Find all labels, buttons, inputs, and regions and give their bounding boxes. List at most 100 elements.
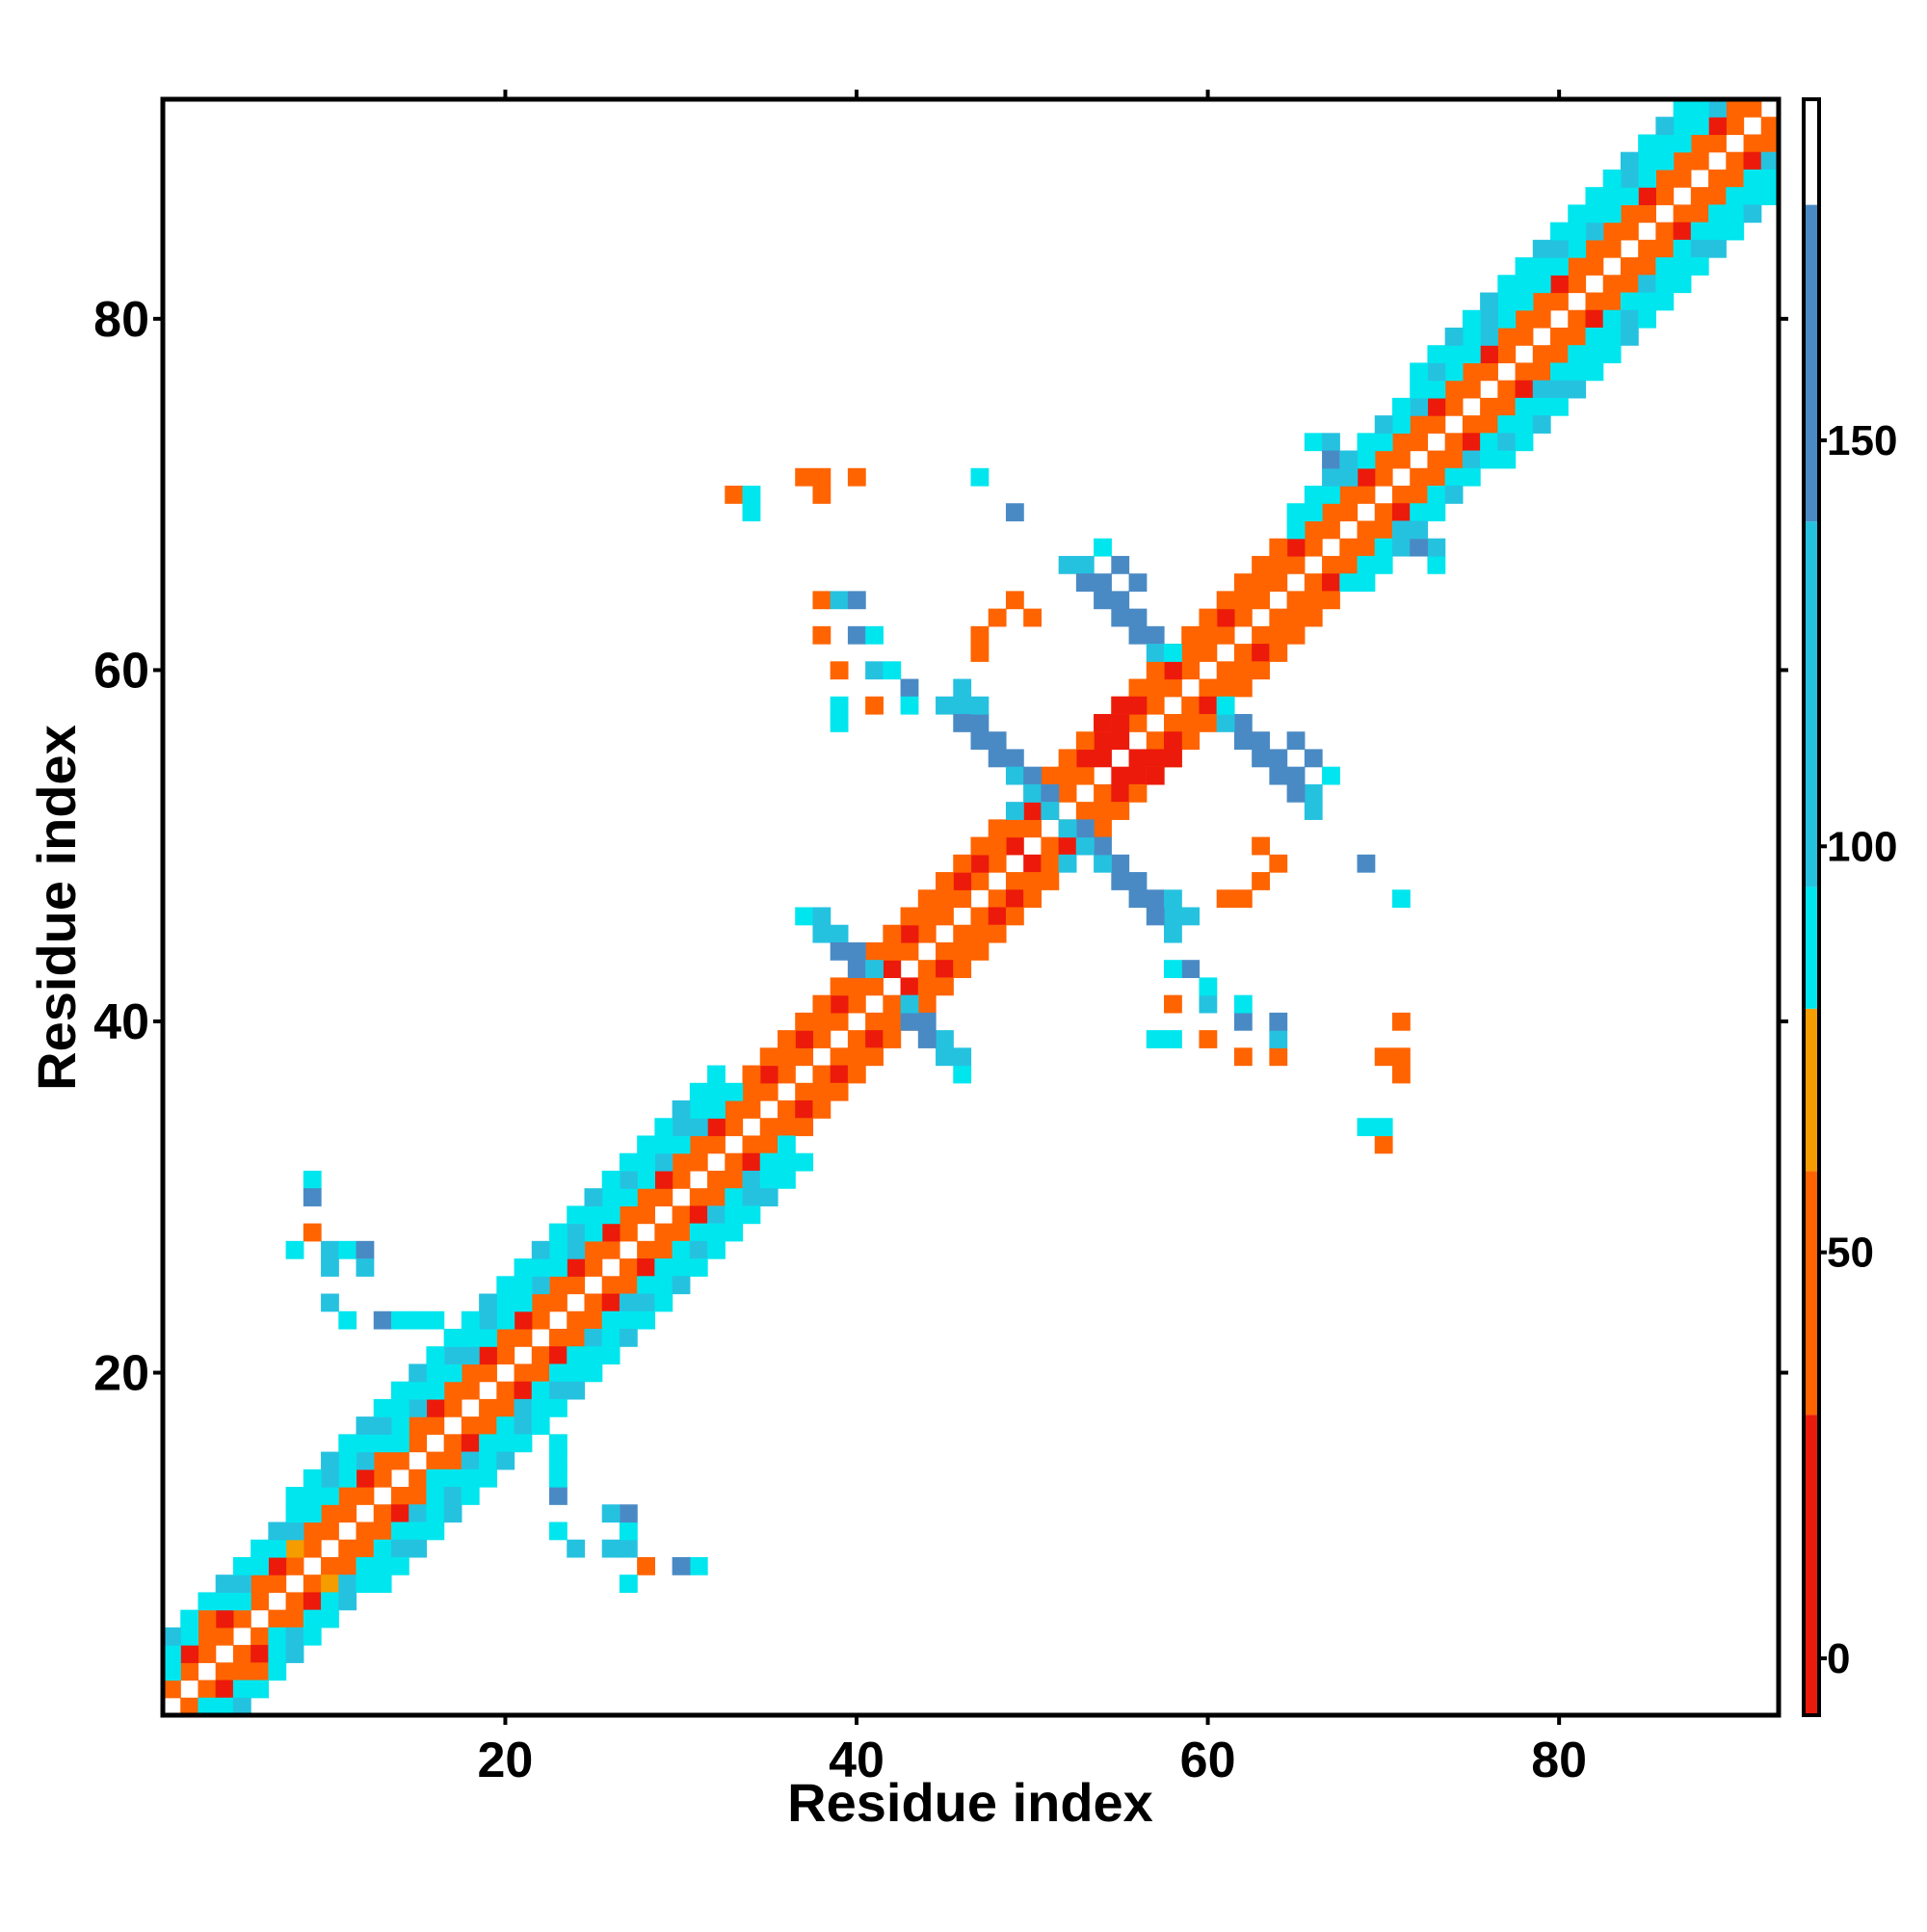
heatmap-cell bbox=[1444, 450, 1464, 469]
heatmap-cell bbox=[1041, 783, 1060, 803]
heatmap-cell bbox=[531, 1398, 550, 1417]
y-tick-label: 40 bbox=[93, 994, 149, 1050]
heatmap-cell bbox=[1726, 151, 1745, 171]
heatmap-cell bbox=[830, 977, 849, 996]
heatmap-cell bbox=[1146, 766, 1165, 785]
heatmap-cell bbox=[496, 1328, 515, 1347]
heatmap-cell bbox=[1427, 503, 1446, 522]
heatmap-cell bbox=[830, 661, 849, 680]
heatmap-cell bbox=[1286, 625, 1306, 645]
heatmap-cell bbox=[338, 1575, 357, 1594]
heatmap-cell bbox=[1515, 257, 1534, 276]
heatmap-cell bbox=[1164, 731, 1182, 751]
heatmap-cell bbox=[479, 1310, 497, 1330]
heatmap-cell bbox=[654, 1135, 673, 1154]
heatmap-cell bbox=[689, 1152, 708, 1172]
heatmap-cell bbox=[303, 1627, 322, 1646]
heatmap-cell bbox=[795, 1100, 814, 1119]
heatmap-cell bbox=[1339, 467, 1359, 487]
colorbar-segment bbox=[1804, 99, 1819, 205]
heatmap-cell bbox=[1252, 625, 1270, 645]
heatmap-cell bbox=[1655, 134, 1675, 153]
heatmap-cell bbox=[303, 1575, 322, 1594]
heatmap-cell bbox=[338, 1592, 357, 1611]
heatmap-cell bbox=[390, 1522, 409, 1541]
heatmap-cell bbox=[390, 1310, 409, 1330]
heatmap-cell bbox=[1269, 766, 1288, 785]
heatmap-cell bbox=[1585, 187, 1604, 205]
heatmap-cell bbox=[672, 1100, 691, 1119]
heatmap-cell bbox=[1602, 292, 1622, 311]
heatmap-cell bbox=[1427, 345, 1446, 364]
heatmap-cell bbox=[514, 1381, 533, 1400]
heatmap-cell bbox=[988, 907, 1007, 926]
heatmap-cell bbox=[1216, 889, 1235, 909]
heatmap-cell bbox=[1585, 204, 1604, 224]
heatmap-cell bbox=[215, 1609, 234, 1628]
heatmap-cell bbox=[373, 1504, 392, 1523]
heatmap-cell bbox=[1023, 766, 1043, 785]
heatmap-cell bbox=[1146, 661, 1165, 680]
heatmap-cell bbox=[268, 1645, 287, 1663]
heatmap-cell bbox=[215, 1575, 234, 1594]
heatmap-cell bbox=[1339, 538, 1359, 557]
heatmap-cell bbox=[1146, 749, 1165, 768]
heatmap-cell bbox=[1391, 450, 1411, 469]
heatmap-cell bbox=[268, 1627, 287, 1646]
heatmap-cell bbox=[1427, 486, 1446, 504]
heatmap-cell bbox=[1550, 275, 1569, 294]
heatmap-cell bbox=[1233, 591, 1253, 610]
heatmap-cell bbox=[654, 1170, 673, 1189]
heatmap-cell bbox=[725, 1082, 744, 1101]
heatmap-cell bbox=[1550, 397, 1569, 416]
heatmap-cell bbox=[1497, 292, 1517, 311]
heatmap-cell bbox=[1690, 204, 1709, 224]
heatmap-cell bbox=[1497, 327, 1517, 346]
heatmap-cell bbox=[1427, 380, 1446, 399]
heatmap-cell bbox=[1620, 292, 1639, 311]
heatmap-cell bbox=[847, 941, 866, 961]
heatmap-cell bbox=[496, 1293, 515, 1312]
heatmap-cell bbox=[1602, 169, 1622, 188]
heatmap-cell bbox=[1111, 713, 1130, 732]
heatmap-cell bbox=[285, 1556, 304, 1575]
heatmap-cell bbox=[1005, 872, 1024, 890]
heatmap-cell bbox=[1690, 187, 1709, 205]
heatmap-cell bbox=[1128, 783, 1148, 803]
heatmap-cell bbox=[443, 1328, 462, 1347]
heatmap-cell bbox=[1427, 538, 1446, 557]
heatmap-cell bbox=[232, 1609, 251, 1628]
heatmap-cell bbox=[338, 1469, 357, 1488]
heatmap-cell bbox=[1199, 625, 1218, 645]
heatmap-cell bbox=[900, 1012, 919, 1031]
heatmap-cell bbox=[1602, 187, 1622, 205]
heatmap-cell bbox=[1515, 327, 1534, 346]
heatmap-cell bbox=[1655, 257, 1675, 276]
heatmap-cell bbox=[1532, 380, 1551, 399]
heatmap-cell bbox=[1216, 713, 1235, 732]
heatmap-cell bbox=[1005, 503, 1024, 522]
heatmap-cell bbox=[215, 1680, 234, 1699]
heatmap-cell bbox=[689, 1188, 708, 1206]
heatmap-cell bbox=[672, 1135, 691, 1154]
heatmap-cell bbox=[1041, 802, 1060, 820]
heatmap-cell bbox=[1568, 327, 1587, 346]
heatmap-cell bbox=[883, 994, 902, 1014]
heatmap-cell bbox=[1181, 907, 1201, 926]
heatmap-cell bbox=[1568, 309, 1587, 329]
heatmap-cell bbox=[1322, 467, 1340, 487]
heatmap-cell bbox=[232, 1645, 251, 1663]
heatmap-cell bbox=[1462, 327, 1481, 346]
heatmap-cell bbox=[1620, 151, 1639, 171]
heatmap-cell bbox=[1462, 415, 1481, 434]
heatmap-cell bbox=[356, 1469, 375, 1488]
heatmap-cell bbox=[321, 1451, 339, 1470]
heatmap-cell bbox=[390, 1487, 409, 1505]
heatmap-cell bbox=[830, 994, 849, 1014]
heatmap-cell bbox=[303, 1609, 322, 1628]
heatmap-cell bbox=[1515, 415, 1534, 434]
heatmap-cell bbox=[1286, 538, 1306, 557]
heatmap-cell bbox=[1286, 783, 1306, 803]
heatmap-cell bbox=[584, 1346, 603, 1365]
